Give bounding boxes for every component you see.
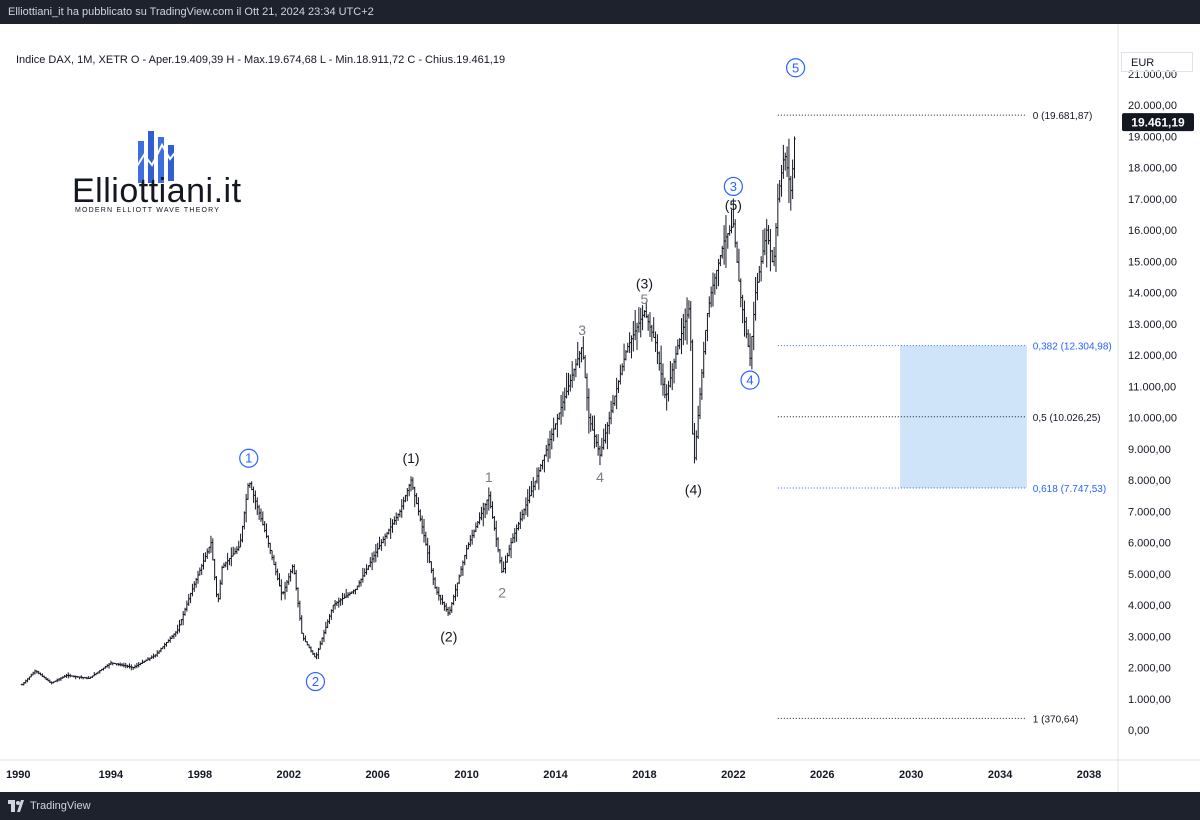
y-tick-label: 10.000,00 bbox=[1128, 413, 1177, 425]
x-tick-label: 2038 bbox=[1077, 769, 1101, 781]
wave-circle-marker bbox=[786, 58, 806, 78]
wave-label-circle: 4 bbox=[746, 373, 753, 388]
x-tick-label: 2026 bbox=[810, 769, 834, 781]
fib-level-label: 1 (370,64) bbox=[1033, 714, 1079, 725]
fib-retracement-zone bbox=[900, 345, 1027, 488]
y-tick-label: 21.000,00 bbox=[1128, 69, 1177, 81]
wave-label-intermediate: (3) bbox=[636, 275, 653, 291]
y-tick-label: 20.000,00 bbox=[1128, 100, 1177, 112]
fib-level-label: 0,618 (7.747,53) bbox=[1033, 484, 1106, 495]
brand-name: Elliottiani.it bbox=[72, 172, 242, 210]
y-tick-label: 16.000,00 bbox=[1128, 225, 1177, 237]
y-tick-label: 19.000,00 bbox=[1128, 131, 1177, 143]
x-tick-label: 2022 bbox=[721, 769, 745, 781]
tradingview-footer: TradingView bbox=[0, 792, 1200, 820]
symbol-legend: Indice DAX, 1M, XETR O - Aper.19.409,39 … bbox=[16, 54, 506, 66]
y-tick-label: 15.000,00 bbox=[1128, 256, 1177, 268]
wave-circle-marker bbox=[305, 671, 326, 692]
y-tick-label: 0,00 bbox=[1128, 725, 1149, 737]
footer-brand: TradingView bbox=[30, 800, 91, 812]
wave-label-circle: 3 bbox=[730, 179, 737, 194]
wave-label-minor: 1 bbox=[485, 469, 493, 485]
brand-tagline: MODERN ELLIOTT WAVE THEORY bbox=[75, 207, 221, 214]
y-tick-label: 3.000,00 bbox=[1128, 631, 1171, 643]
x-tick-label: 2014 bbox=[543, 769, 568, 781]
x-tick-label: 2034 bbox=[988, 769, 1013, 781]
y-tick-label: 13.000,00 bbox=[1128, 319, 1177, 331]
wave-label-intermediate: (5) bbox=[725, 197, 742, 213]
fib-level-label: 0,5 (10.026,25) bbox=[1033, 413, 1101, 424]
y-tick-label: 7.000,00 bbox=[1128, 506, 1171, 518]
y-tick-label: 2.000,00 bbox=[1128, 663, 1171, 675]
y-tick-label: 1.000,00 bbox=[1128, 694, 1171, 706]
y-tick-label: 18.000,00 bbox=[1128, 163, 1177, 175]
y-tick-label: 6.000,00 bbox=[1128, 538, 1171, 550]
currency-selector[interactable]: EUR bbox=[1121, 52, 1193, 72]
wave-label-circle: 2 bbox=[312, 674, 319, 689]
wave-circle-marker bbox=[740, 370, 760, 390]
last-price-badge bbox=[1122, 113, 1194, 132]
wave-label-minor: 3 bbox=[578, 322, 586, 338]
x-tick-label: 1998 bbox=[188, 769, 212, 781]
tradingview-logo-icon bbox=[8, 800, 24, 812]
y-tick-label: 5.000,00 bbox=[1128, 569, 1171, 581]
y-tick-label: 8.000,00 bbox=[1128, 475, 1171, 487]
elliottiani-logo-icon bbox=[133, 131, 179, 183]
price-chart[interactable]: 0,00 1.000,00 2.000,00 3.000,00 4.000,00 5.00… bbox=[0, 24, 1200, 792]
fib-level-label: 0 (19.681,87) bbox=[1033, 111, 1093, 122]
wave-label-circle: 5 bbox=[792, 60, 799, 75]
publisher-line: Elliottiani_it ha pubblicato su TradingV… bbox=[8, 6, 374, 18]
x-tick-label: 2010 bbox=[454, 769, 478, 781]
wave-label-minor: 5 bbox=[641, 291, 649, 307]
x-tick-label: 2002 bbox=[277, 769, 301, 781]
wave-label-intermediate: (2) bbox=[440, 628, 457, 644]
wave-circle-marker bbox=[723, 176, 743, 197]
wave-label-intermediate: (1) bbox=[402, 450, 419, 466]
x-tick-label: 2006 bbox=[365, 769, 389, 781]
chart-frame[interactable]: 0,00 1.000,00 2.000,00 3.000,00 4.000,00 5.00… bbox=[0, 24, 1200, 792]
wave-label-intermediate: (4) bbox=[685, 481, 702, 497]
y-tick-label: 4.000,00 bbox=[1128, 600, 1171, 612]
fib-level-label: 0,382 (12.304,98) bbox=[1033, 342, 1112, 353]
y-tick-label: 12.000,00 bbox=[1128, 350, 1177, 362]
wave-label-minor: 4 bbox=[596, 469, 604, 485]
last-price-label: 19.461,19 bbox=[1131, 116, 1185, 130]
y-tick-label: 14.000,00 bbox=[1128, 288, 1177, 300]
x-tick-label: 1990 bbox=[6, 769, 30, 781]
x-tick-label: 1994 bbox=[99, 769, 124, 781]
wave-label-circle: 1 bbox=[245, 451, 252, 466]
wave-circle-marker bbox=[239, 448, 259, 468]
x-tick-label: 2018 bbox=[632, 769, 656, 781]
publisher-header: Elliottiani_it ha pubblicato su TradingV… bbox=[0, 0, 1200, 24]
wave-label-minor: 2 bbox=[498, 585, 506, 601]
y-tick-label: 17.000,00 bbox=[1128, 194, 1177, 206]
x-tick-label: 2030 bbox=[899, 769, 923, 781]
y-tick-label: 11.000,00 bbox=[1128, 381, 1176, 393]
y-tick-label: 9.000,00 bbox=[1128, 444, 1171, 456]
